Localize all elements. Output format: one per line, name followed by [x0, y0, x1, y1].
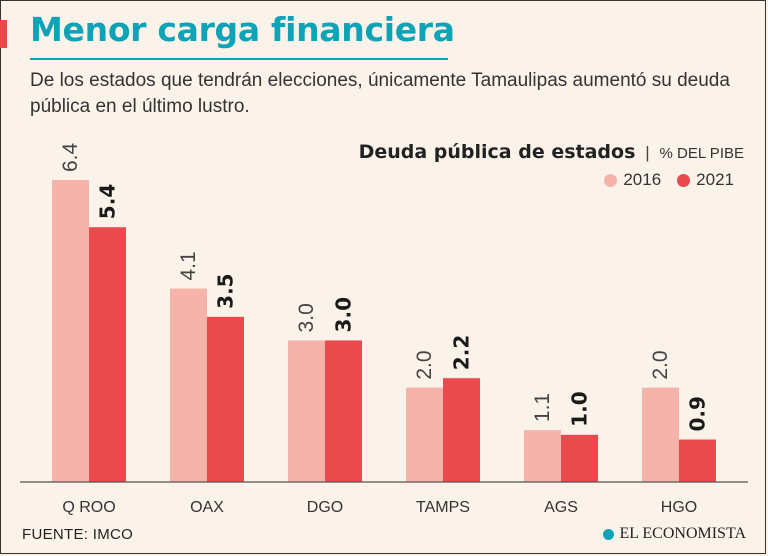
brand-name: EL ECONOMISTA	[619, 525, 746, 542]
legend-swatch-2016	[604, 173, 618, 187]
value-label-2021-q-roo: 5.4	[96, 184, 120, 219]
legend: 2016 2021	[604, 170, 734, 190]
bar-2016-ags	[524, 430, 561, 482]
title-underline	[30, 58, 448, 60]
chart-title: Deuda pública de estados	[358, 141, 636, 163]
bar-2021-hgo	[679, 439, 716, 482]
legend-label-2016: 2016	[623, 170, 662, 189]
x-tick-label-q-roo: Q ROO	[62, 499, 115, 516]
x-tick-label-hgo: HGO	[661, 499, 697, 516]
value-label-2016-dgo: 3.0	[295, 303, 318, 332]
bar-2016-hgo	[642, 387, 679, 482]
legend-item-2021: 2021	[677, 170, 734, 190]
bar-2016-oax	[170, 288, 207, 482]
chart-unit: % DEL PIBE	[659, 145, 744, 162]
value-label-2016-hgo: 2.0	[649, 350, 672, 379]
title-accent-bar	[0, 20, 7, 48]
x-tick-label-ags: AGS	[544, 499, 578, 516]
subtitle: De los estados que tendrán elecciones, ú…	[30, 70, 730, 117]
page-title: Menor carga financiera	[30, 10, 455, 49]
bar-2021-q-roo	[89, 227, 126, 482]
value-label-2021-tamps: 2.2	[450, 335, 474, 370]
value-label-2021-oax: 3.5	[214, 273, 238, 308]
bar-2021-tamps	[443, 378, 480, 482]
x-tick-label-oax: OAX	[190, 499, 224, 516]
legend-swatch-2021	[677, 173, 691, 187]
x-labels-group: Q ROO OAX DGO TAMPS AGS HGO	[62, 499, 697, 516]
x-tick-label-tamps: TAMPS	[416, 499, 470, 516]
value-label-2016-oax: 4.1	[177, 251, 200, 280]
legend-label-2021: 2021	[696, 170, 734, 189]
value-label-2016-q-roo: 6.4	[59, 142, 82, 172]
heading-separator: |	[645, 143, 650, 162]
value-label-2021-dgo: 3.0	[332, 297, 356, 332]
bar-2021-oax	[207, 316, 244, 482]
bar-2021-dgo	[325, 340, 362, 482]
bar-2016-dgo	[288, 340, 325, 482]
bar-2021-ags	[561, 434, 598, 482]
chart-heading: Deuda pública de estados | % DEL PIBE	[359, 140, 744, 164]
value-label-2016-tamps: 2.0	[413, 350, 436, 379]
bar-2016-q-roo	[52, 180, 89, 482]
brand-logo-icon	[603, 528, 615, 540]
source-note: FUENTE: IMCO	[22, 526, 134, 543]
legend-item-2016: 2016	[604, 170, 661, 190]
bar-2016-tamps	[406, 387, 443, 482]
x-tick-label-dgo: DGO	[307, 499, 343, 516]
value-label-2021-hgo: 0.9	[686, 396, 710, 431]
value-label-2016-ags: 1.1	[531, 393, 554, 422]
bars-group: 6.4 5.4 4.1 3.5 3.0 3.0 2.0 2.2 1.1 1.0 2.0 0.9	[52, 142, 716, 482]
brand: EL ECONOMISTA	[603, 525, 746, 543]
value-label-2021-ags: 1.0	[568, 391, 592, 426]
